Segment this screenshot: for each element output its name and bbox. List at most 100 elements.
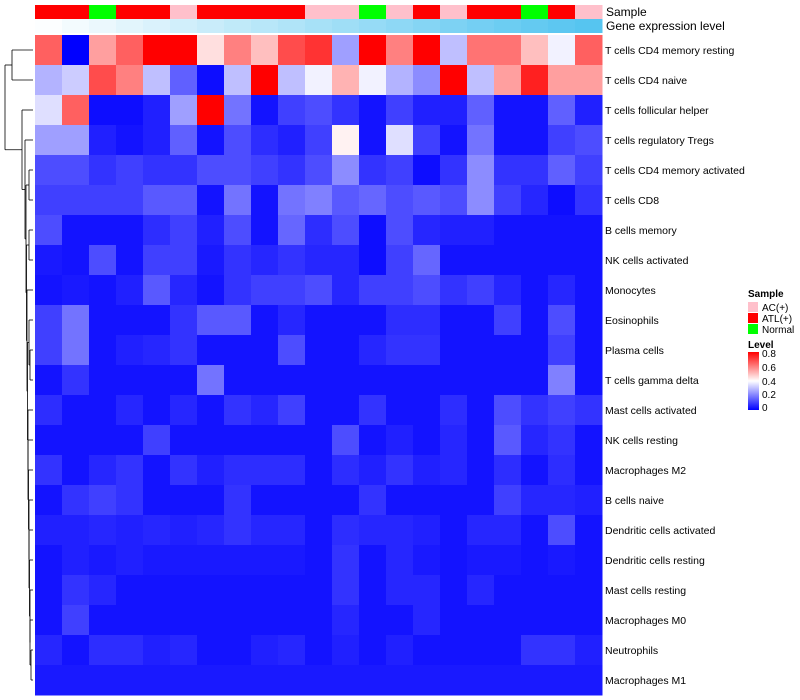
heatmap-cell [548,365,576,396]
heatmap-cell [494,35,522,66]
heatmap-cell [62,155,90,186]
heatmap-cell [170,275,198,306]
heatmap-cell [116,245,144,276]
legend-label-atl: ATL(+) [762,314,792,325]
heatmap-cell [62,65,90,96]
heatmap-cell [413,125,441,156]
heatmap-cell [413,545,441,576]
heatmap-cell [278,485,306,516]
heatmap-cell [494,455,522,486]
heatmap-cell [467,335,495,366]
heatmap-cell [305,305,333,336]
heatmap-cell [143,605,171,636]
sample-annot-cell [35,5,63,19]
heatmap-cell [332,665,360,696]
heatmap-cell [116,95,144,126]
heatmap-cell [521,245,549,276]
heatmap-cell [89,35,117,66]
sample-annot-cell [62,5,90,19]
heatmap-cell [575,485,603,516]
heatmap-cell [35,335,63,366]
heatmap-cell [305,665,333,696]
heatmap-cell [35,65,63,96]
row-label: Monocytes [605,285,656,297]
heatmap-cell [305,515,333,546]
heatmap-cell [89,515,117,546]
heatmap-cell [413,35,441,66]
heatmap-cell [143,335,171,366]
heatmap-cell [467,245,495,276]
heatmap-cell [386,515,414,546]
heatmap-cell [224,365,252,396]
heatmap-cell [386,575,414,606]
heatmap-cell [197,425,225,456]
heatmap-cell [413,245,441,276]
heatmap-cell [494,665,522,696]
heatmap-cell [359,545,387,576]
sample-annot-cell [89,5,117,19]
heatmap-cell [116,575,144,606]
heatmap-cell [332,365,360,396]
heatmap-cell [575,665,603,696]
expression-annot-cell [116,19,144,33]
heatmap-cell [494,245,522,276]
heatmap-cell [467,605,495,636]
row-label: Eosinophils [605,315,659,327]
heatmap-cell [278,635,306,666]
heatmap-cell [278,275,306,306]
heatmap-cell [467,125,495,156]
heatmap-cell [197,545,225,576]
heatmap-cell [521,545,549,576]
heatmap-cell [305,485,333,516]
heatmap-cell [116,665,144,696]
heatmap-cell [359,305,387,336]
heatmap-cell [467,365,495,396]
heatmap-cell [35,305,63,336]
heatmap-cell [359,215,387,246]
heatmap-cell [116,485,144,516]
heatmap-cell [62,425,90,456]
heatmap-cell [332,35,360,66]
heatmap-cell [197,95,225,126]
heatmap-cell [359,365,387,396]
heatmap-cell [62,635,90,666]
heatmap-cell [35,155,63,186]
heatmap-cell [440,605,468,636]
heatmap-cell [224,125,252,156]
heatmap-cell [359,635,387,666]
heatmap-cell [440,485,468,516]
heatmap-cell [359,125,387,156]
heatmap-cell [35,275,63,306]
heatmap-cell [170,485,198,516]
heatmap-cell [494,485,522,516]
heatmap-cell [359,335,387,366]
heatmap-cell [251,185,279,216]
heatmap-cell [116,215,144,246]
heatmap-cell [35,425,63,456]
heatmap-cell [575,635,603,666]
heatmap-cell [413,365,441,396]
heatmap-cell [35,35,63,66]
heatmap-cell [359,455,387,486]
heatmap-cell [332,575,360,606]
heatmap-cell [386,305,414,336]
heatmap-cell [332,215,360,246]
heatmap-cell [521,215,549,246]
heatmap-cell [89,395,117,426]
heatmap-cell [494,515,522,546]
heatmap-cell [575,605,603,636]
heatmap-cell [521,365,549,396]
heatmap-cell [305,395,333,426]
heatmap-cell [89,635,117,666]
heatmap-cell [440,455,468,486]
heatmap-cell [332,245,360,276]
heatmap-cell [440,65,468,96]
heatmap-cell [197,605,225,636]
heatmap-cell [305,185,333,216]
heatmap-cell [305,275,333,306]
heatmap-cell [62,485,90,516]
heatmap-cell [494,335,522,366]
heatmap-cell [305,545,333,576]
heatmap-cell [467,155,495,186]
heatmap-cell [116,545,144,576]
